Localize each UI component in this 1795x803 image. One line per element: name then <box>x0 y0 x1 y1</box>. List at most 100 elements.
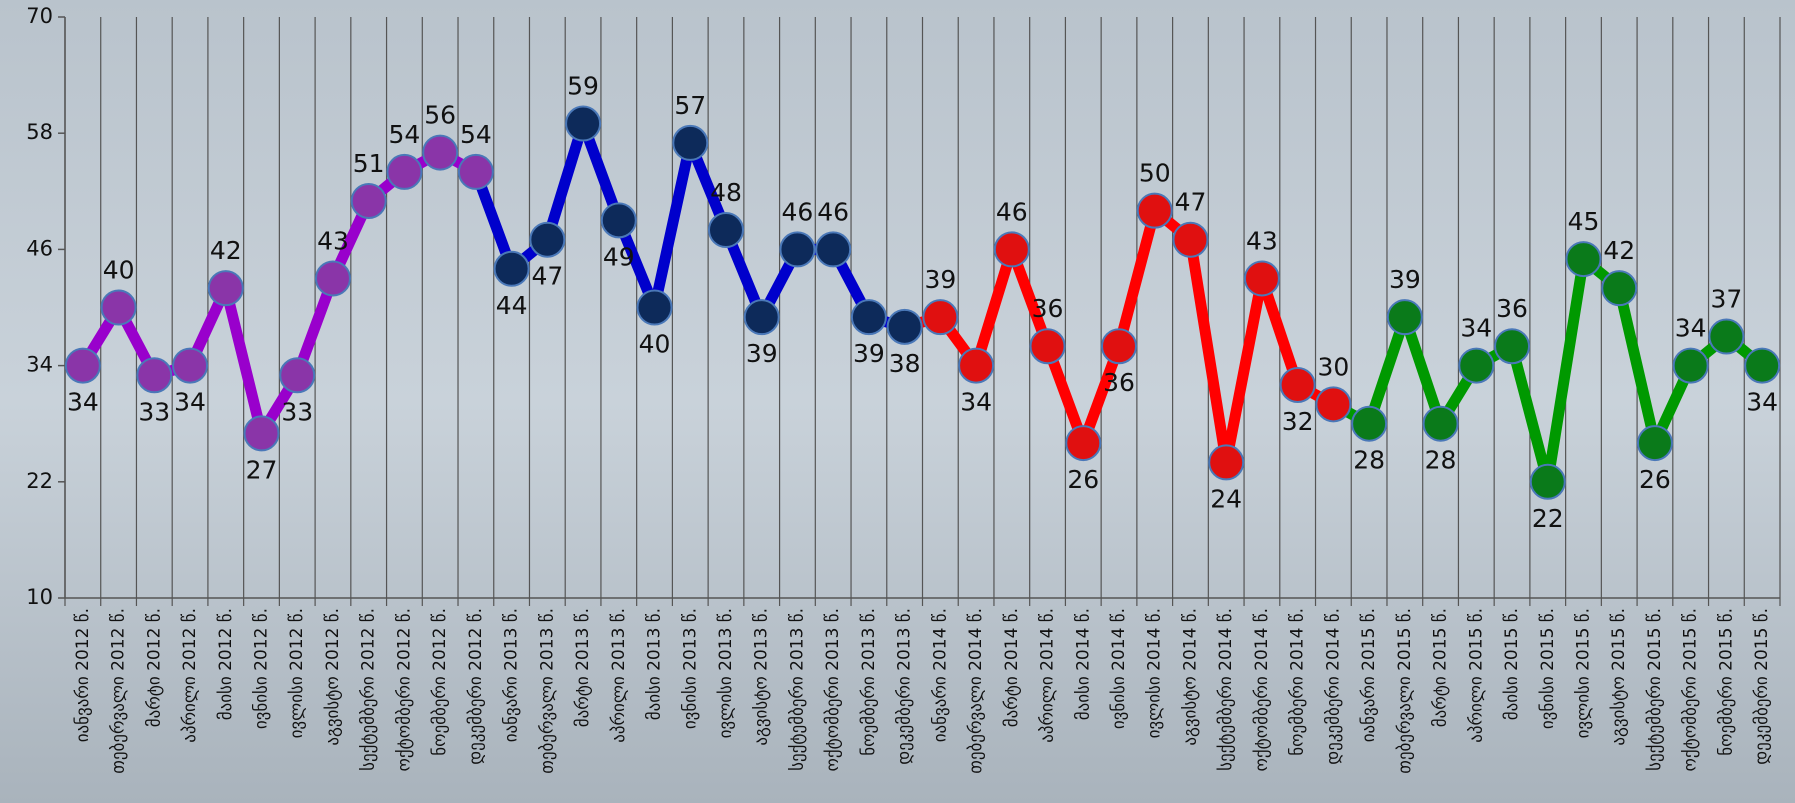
marker <box>815 231 852 268</box>
marker <box>422 134 459 171</box>
marker <box>1136 192 1173 229</box>
data-label: 48 <box>710 178 742 207</box>
marker <box>529 221 566 258</box>
x-tick-label: იანვარი 2015 წ. <box>1359 608 1379 742</box>
data-label: 56 <box>424 101 456 130</box>
x-tick-label: ივნისი 2014 წ. <box>1109 608 1129 729</box>
data-label: 46 <box>782 197 814 226</box>
x-tick-label: მაისი 2012 წ. <box>216 608 236 720</box>
x-tick-label: თებერვალი 2015 წ. <box>1395 608 1415 774</box>
y-tick-label: 10 <box>26 585 53 609</box>
x-tick-label: იანვარი 2012 წ. <box>73 608 93 742</box>
x-tick-label: ივლისი 2014 წ. <box>1145 608 1165 738</box>
marker <box>1172 221 1209 258</box>
data-label: 37 <box>1711 285 1743 314</box>
marker <box>1458 347 1495 384</box>
x-tick-label: თებერვალი 2013 წ. <box>537 608 557 774</box>
x-tick-label: აგვისტო 2015 წ. <box>1609 608 1629 746</box>
data-label: 24 <box>1210 484 1242 513</box>
marker <box>958 347 995 384</box>
data-label: 39 <box>924 265 956 294</box>
x-tick-label: აპრილი 2014 წ. <box>1038 608 1058 743</box>
marker <box>1529 463 1566 500</box>
data-label: 54 <box>389 120 421 149</box>
marker <box>64 347 101 384</box>
data-label: 34 <box>174 388 206 417</box>
marker <box>136 357 173 394</box>
x-tick-label: სექტემბერი 2013 წ. <box>787 608 807 771</box>
marker <box>1672 347 1709 384</box>
y-tick-label: 46 <box>26 236 53 260</box>
marker <box>386 153 423 190</box>
y-tick-label: 22 <box>26 469 53 493</box>
data-label: 59 <box>567 72 599 101</box>
data-label: 28 <box>1353 446 1385 475</box>
x-tick-label: დეკემბერი 2014 წ. <box>1323 608 1343 765</box>
data-label: 36 <box>1032 294 1064 323</box>
marker <box>1101 328 1138 365</box>
marker <box>600 202 637 239</box>
marker <box>743 299 780 336</box>
marker <box>993 231 1030 268</box>
marker <box>493 250 530 287</box>
marker <box>565 105 602 142</box>
x-tick-label: იანვარი 2014 წ. <box>930 608 950 742</box>
marker <box>1243 260 1280 297</box>
marker <box>779 231 816 268</box>
data-label: 57 <box>674 91 706 120</box>
marker <box>636 289 673 326</box>
data-label: 47 <box>1175 188 1207 217</box>
data-label: 36 <box>1103 368 1135 397</box>
data-label: 46 <box>817 197 849 226</box>
x-tick-label: მარტი 2015 წ. <box>1431 608 1451 727</box>
data-label: 50 <box>1139 159 1171 188</box>
marker <box>1744 347 1781 384</box>
x-tick-label: ივნისი 2015 წ. <box>1538 608 1558 729</box>
data-label: 40 <box>639 330 671 359</box>
marker <box>1351 405 1388 442</box>
marker <box>1029 328 1066 365</box>
marker <box>1208 444 1245 481</box>
marker <box>243 415 280 452</box>
data-label: 47 <box>531 262 563 291</box>
x-tick-label: ივლისი 2015 წ. <box>1573 608 1593 738</box>
y-tick-label: 34 <box>26 353 53 377</box>
data-label: 32 <box>1282 407 1314 436</box>
x-tick-label: თებერვალი 2014 წ. <box>966 608 986 774</box>
data-label: 22 <box>1532 504 1564 533</box>
x-tick-label: ნოემბერი 2013 წ. <box>859 608 879 756</box>
x-tick-label: დეკემბერი 2013 წ. <box>895 608 915 765</box>
data-label: 49 <box>603 242 635 271</box>
data-label: 54 <box>460 120 492 149</box>
marker <box>1494 328 1531 365</box>
marker <box>207 270 244 307</box>
x-tick-label: სექტემბერი 2014 წ. <box>1216 608 1236 771</box>
data-label: 34 <box>1746 388 1778 417</box>
data-label: 39 <box>853 339 885 368</box>
data-label: 36 <box>1496 294 1528 323</box>
data-label: 27 <box>246 455 278 484</box>
x-tick-label: ივნისი 2012 წ. <box>252 608 272 729</box>
data-label: 46 <box>996 197 1028 226</box>
marker <box>672 124 709 161</box>
x-tick-label: სექტემბერი 2015 წ. <box>1645 608 1665 771</box>
data-label: 34 <box>1460 314 1492 343</box>
data-label: 34 <box>1675 314 1707 343</box>
data-label: 26 <box>1067 465 1099 494</box>
x-tick-label: ივლისი 2012 წ. <box>287 608 307 738</box>
x-tick-label: ნოემბერი 2012 წ. <box>430 608 450 756</box>
x-tick-label: მარტი 2013 წ. <box>573 608 593 727</box>
y-tick-label: 70 <box>26 4 53 28</box>
x-tick-label: აგვისტო 2012 წ. <box>323 608 343 746</box>
data-label: 34 <box>67 388 99 417</box>
marker <box>1601 270 1638 307</box>
data-label: 51 <box>353 149 385 178</box>
marker <box>1386 299 1423 336</box>
marker <box>457 153 494 190</box>
x-tick-label: მარტი 2012 წ. <box>144 608 164 727</box>
marker <box>172 347 209 384</box>
x-tick-label: ნოემბერი 2015 წ. <box>1716 608 1736 756</box>
x-tick-label: მაისი 2014 წ. <box>1073 608 1093 720</box>
data-label: 30 <box>1317 352 1349 381</box>
